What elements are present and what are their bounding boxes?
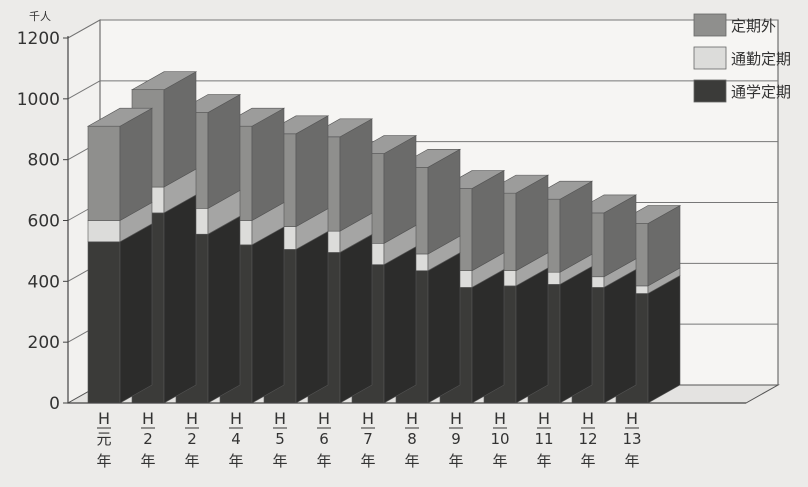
bar-top [130,71,198,91]
bar-segment-front [87,125,121,221]
bar-segment-side [119,223,153,404]
x-label-suffix: 年 [448,452,463,470]
bar-segment-side [603,268,637,404]
x-label-era: H [274,409,286,428]
x-label-era: H [142,409,154,428]
bar-segment-side [207,215,241,404]
x-label-number: 10 [490,430,509,448]
bar-segment-side [163,194,197,404]
bar-segment-side [515,267,549,404]
x-label-number: 2 [187,430,197,448]
bar-segment-side [119,107,153,222]
bars [86,71,682,404]
x-label-suffix: 年 [624,452,639,470]
x-label-number: 13 [622,430,641,448]
bar-segment-side [163,71,197,188]
y-tick-label: 800 [28,151,60,171]
bar-segment-front [87,241,121,404]
bar-segment-side [295,115,329,228]
bar-segment-front [87,220,121,243]
bar-segment-side [251,226,285,404]
legend-swatch [693,79,727,103]
x-label-number: 2 [143,430,153,448]
x-label-era: H [362,409,374,428]
x-label-number: 5 [275,430,285,448]
x-label-era: H [318,409,330,428]
x-label-number: 4 [231,430,241,448]
x-label-suffix: 年 [184,452,199,470]
bar-segment-side [339,118,373,232]
x-label-suffix: 年 [536,452,551,470]
x-label-number: 6 [319,430,329,448]
x-label-suffix: 年 [140,452,155,470]
bar-segment-side [647,274,681,404]
x-label-number: 9 [451,430,461,448]
x-label-number: 7 [363,430,373,448]
y-unit-label: 千人 [29,10,51,23]
x-label-era: H [98,409,110,428]
x-label-suffix: 年 [404,452,419,470]
y-tick-label: 0 [49,394,60,414]
x-label-suffix: 年 [96,452,111,470]
grid-line-side [67,80,101,100]
x-label-era: H [626,409,638,428]
x-label-era: H [494,409,506,428]
x-label-suffix: 年 [580,452,595,470]
y-tick-label: 400 [28,272,60,292]
x-label-suffix: 年 [272,452,287,470]
x-label-suffix: 年 [492,452,507,470]
x-label-era: H [450,409,462,428]
bar-top [86,107,154,127]
x-label-number: 12 [578,430,597,448]
legend-label: 通学定期 [731,83,791,101]
bar-segment-side [295,230,329,404]
y-tick-label: 1200 [17,29,60,49]
x-label-number: 元 [96,430,111,448]
bar-segment-side [471,268,505,404]
x-label-era: H [230,409,242,428]
legend-label: 定期外 [731,17,776,35]
x-label-suffix: 年 [316,452,331,470]
x-label-era: H [538,409,550,428]
x-label-number: 8 [407,430,417,448]
bar-segment-side [207,94,241,209]
x-label-era: H [582,409,594,428]
bar-segment-side [383,135,417,244]
bar-segment-side [383,246,417,404]
x-label-suffix: 年 [228,452,243,470]
axes [63,36,746,404]
legend-swatch [693,46,727,70]
y-tick-label: 600 [28,212,60,232]
axis-labels: 020040060080010001200千人H元年H2年H2年H4年H5年H6… [17,10,642,470]
bar-segment-side [427,148,461,255]
y-tick-label: 200 [28,333,60,353]
grid-line-side [67,19,101,39]
x-label-number: 11 [534,430,553,448]
legend-label: 通勤定期 [731,50,791,68]
legend-swatch [693,13,727,37]
bar-segment-side [251,107,285,222]
bar-segment-side [559,265,593,404]
x-label-era: H [186,409,198,428]
bar-segment-side [427,252,461,404]
bar-segment-side [339,233,373,404]
x-label-suffix: 年 [360,452,375,470]
x-label-era: H [406,409,418,428]
y-tick-label: 1000 [17,90,60,110]
